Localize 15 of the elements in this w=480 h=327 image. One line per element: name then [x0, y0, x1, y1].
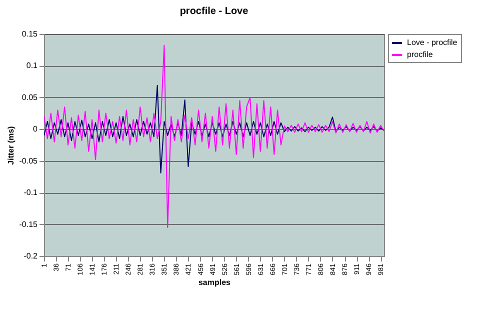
x-axis-title: samples: [198, 278, 232, 288]
line-series: [44, 44, 384, 228]
chart-title: procfile - Love: [180, 6, 249, 17]
y-tick-label: -0.2: [24, 252, 38, 260]
y-tick-label: -0.05: [19, 156, 38, 166]
y-tick-label: 0.15: [22, 30, 38, 38]
legend-label: Love - procfile: [407, 38, 458, 47]
legend-label: procfile: [407, 50, 434, 59]
y-tick-label: 0.1: [26, 61, 38, 70]
y-tick-label: -0.1: [24, 188, 38, 198]
y-tick-label: -0.15: [19, 220, 38, 229]
y-tick-label: 0: [33, 124, 38, 134]
line-series: [44, 84, 384, 174]
y-axis-title: Jitter (ms): [6, 126, 16, 165]
y-tick-label: 0.05: [22, 92, 38, 102]
